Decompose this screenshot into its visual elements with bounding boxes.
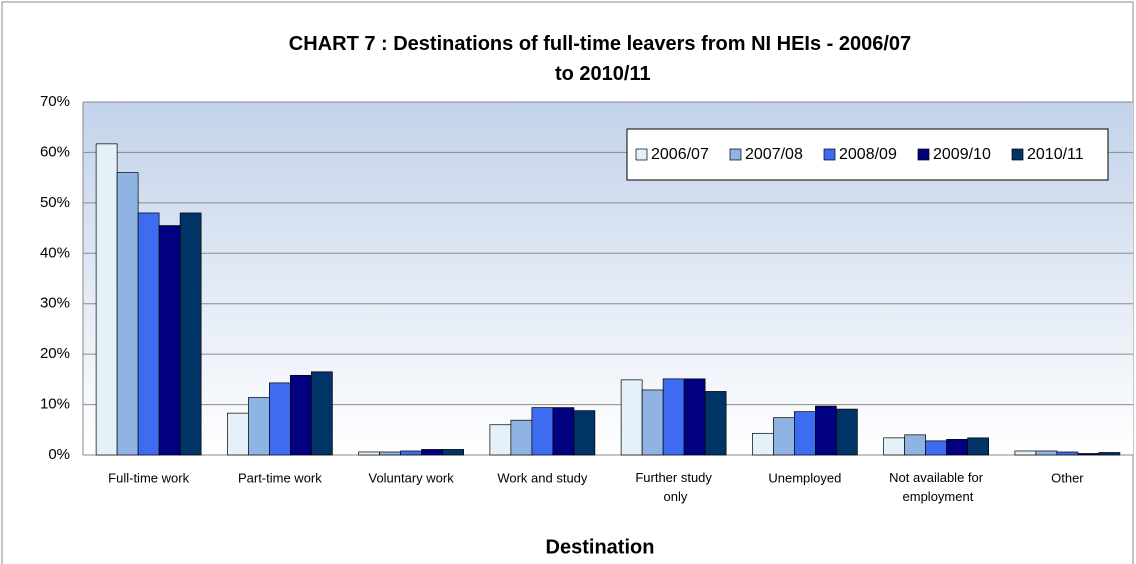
bar — [116, 172, 139, 456]
y-tick-label: 70% — [40, 93, 70, 110]
bar — [1098, 452, 1121, 456]
bar — [137, 212, 160, 456]
bar — [1035, 450, 1058, 456]
bar — [883, 437, 905, 456]
legend-box — [626, 128, 1109, 181]
bar — [531, 407, 554, 456]
y-tick-label: 20% — [40, 345, 70, 362]
bar — [620, 379, 643, 456]
bar — [925, 440, 947, 456]
bar — [573, 410, 596, 456]
y-tick-label: 40% — [40, 244, 70, 261]
bar — [400, 450, 422, 456]
bar — [1056, 451, 1079, 456]
bar — [358, 451, 380, 456]
bar — [421, 449, 443, 456]
bar — [641, 389, 664, 456]
bar — [290, 374, 312, 456]
bar — [815, 405, 837, 456]
legend-swatch — [823, 148, 836, 161]
chart-title: CHART 7 : Destinations of full-time leav… — [289, 33, 911, 85]
bar — [773, 417, 795, 456]
bar — [510, 419, 533, 456]
bar — [794, 411, 816, 456]
y-tick-label: 10% — [40, 396, 70, 413]
x-axis-label: Destination — [546, 536, 655, 558]
legend-swatch — [917, 148, 930, 161]
legend-swatch — [635, 148, 648, 161]
bar — [552, 407, 575, 456]
x-tick-label: Other — [1051, 470, 1084, 485]
x-tick-label: Full-time work — [108, 470, 189, 485]
bar — [946, 439, 968, 456]
bar — [269, 382, 291, 456]
x-tick-label: Work and study — [497, 470, 588, 485]
bar — [179, 212, 202, 456]
legend-swatch — [1011, 148, 1024, 161]
bar — [95, 143, 118, 456]
x-tick-label: Unemployed — [768, 470, 841, 485]
bar — [158, 225, 181, 456]
bar — [1077, 453, 1100, 456]
bar — [967, 437, 989, 456]
y-tick-label: 30% — [40, 295, 70, 312]
bar — [379, 451, 401, 456]
legend-label: 2009/10 — [933, 146, 991, 163]
y-tick-label: 0% — [48, 446, 70, 463]
bar — [904, 434, 926, 456]
bar — [662, 378, 685, 456]
x-tick-label: Not available for employment — [889, 470, 984, 504]
legend-label: 2008/09 — [839, 146, 897, 163]
bar — [227, 412, 249, 456]
bar — [1014, 450, 1037, 456]
bar — [683, 378, 706, 456]
bar — [489, 424, 512, 456]
y-tick-label: 60% — [40, 143, 70, 160]
bar — [248, 397, 270, 456]
legend-label: 2007/08 — [745, 146, 803, 163]
bar — [311, 371, 333, 456]
x-tick-label: Further study only — [635, 470, 712, 504]
bar — [752, 432, 774, 456]
x-tick-label: Part-time work — [238, 470, 322, 485]
legend-label: 2010/11 — [1027, 146, 1084, 163]
y-tick-label: 50% — [40, 194, 70, 211]
x-tick-label: Voluntary work — [368, 470, 454, 485]
bar — [704, 391, 727, 456]
legend-swatch — [729, 148, 742, 161]
bar — [442, 449, 464, 456]
bar — [836, 408, 858, 456]
legend-label: 2006/07 — [651, 146, 709, 163]
